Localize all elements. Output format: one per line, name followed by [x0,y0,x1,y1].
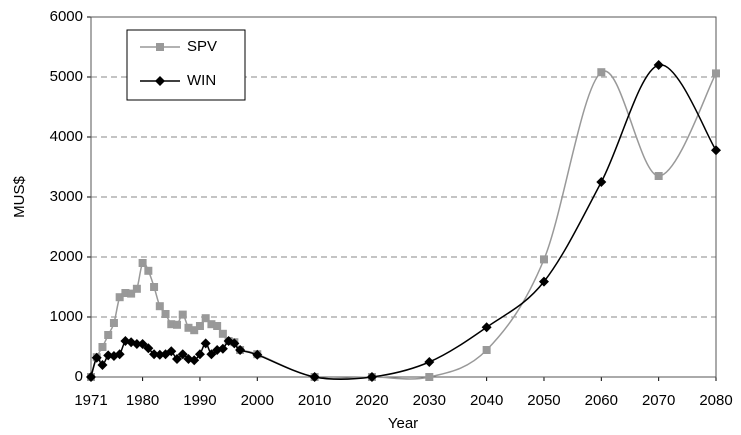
marker [167,320,176,329]
marker [114,349,125,360]
marker [482,346,491,354]
y-tick-label: 4000 [50,128,83,145]
marker [97,360,108,370]
marker [166,346,177,357]
marker [155,76,165,86]
y-axis-label: MUS$ [11,176,28,218]
marker [207,320,216,329]
y-tick-label: 0 [75,368,83,385]
marker [149,349,160,360]
marker [104,331,113,339]
marker [86,372,96,382]
marker [218,329,227,338]
x-tick-label: 2080 [699,392,732,409]
legend-label: WIN [187,72,216,89]
marker [103,350,114,361]
legend-box [126,29,246,101]
marker [138,259,147,267]
marker [252,349,263,360]
series-line [90,70,717,380]
marker [194,349,205,360]
marker [538,276,549,287]
marker [144,266,153,275]
marker [150,283,159,291]
marker [597,68,606,77]
marker [178,310,187,319]
marker [143,343,154,354]
marker [121,289,130,297]
y-tick-label: 2000 [50,248,83,265]
x-tick-label: 2060 [585,392,618,409]
marker [189,355,200,366]
marker [712,69,720,78]
y-tick-label: 3000 [50,188,83,205]
marker [195,322,204,330]
marker [156,43,164,51]
marker [154,349,165,360]
marker [425,373,434,381]
marker [481,322,492,333]
series-line [90,64,717,381]
marker [172,354,183,364]
marker [229,338,240,349]
marker [184,323,193,332]
legend-label: SPV [187,38,217,55]
x-axis-label: Year [388,415,418,432]
x-tick-label: 2020 [355,392,388,409]
legend: SPV WIN [126,29,246,101]
marker [235,345,246,355]
x-tick-label: 1971 [74,392,107,409]
marker [654,172,663,180]
x-tick-label: 2000 [241,392,274,409]
marker [131,339,142,349]
plot-frame [90,16,717,378]
marker [200,338,211,349]
y-tick-label: 5000 [50,68,83,85]
marker [155,302,164,311]
marker [161,310,170,318]
marker [596,177,607,187]
marker [366,372,377,382]
marker [173,320,182,329]
marker [98,343,107,351]
marker [201,314,210,323]
marker [539,255,548,264]
x-tick-label: 2050 [527,392,560,409]
marker [109,319,118,327]
marker [309,372,320,382]
x-tick-label: 2070 [642,392,675,409]
marker [91,352,102,363]
x-tick-label: 2040 [470,392,503,409]
x-tick-label: 2030 [413,392,446,409]
marker [177,349,188,360]
marker [653,60,664,70]
marker [132,284,141,293]
x-tick-label: 1980 [126,392,159,409]
y-tick-label: 6000 [50,8,83,25]
marker [190,326,199,335]
x-tick-label: 2010 [298,392,331,409]
marker [711,145,721,156]
marker [213,322,222,330]
x-tick-label: 1990 [183,392,216,409]
marker [115,293,124,302]
marker [217,343,228,354]
marker [424,357,435,367]
y-tick-label: 1000 [50,308,83,325]
marker [127,289,136,298]
